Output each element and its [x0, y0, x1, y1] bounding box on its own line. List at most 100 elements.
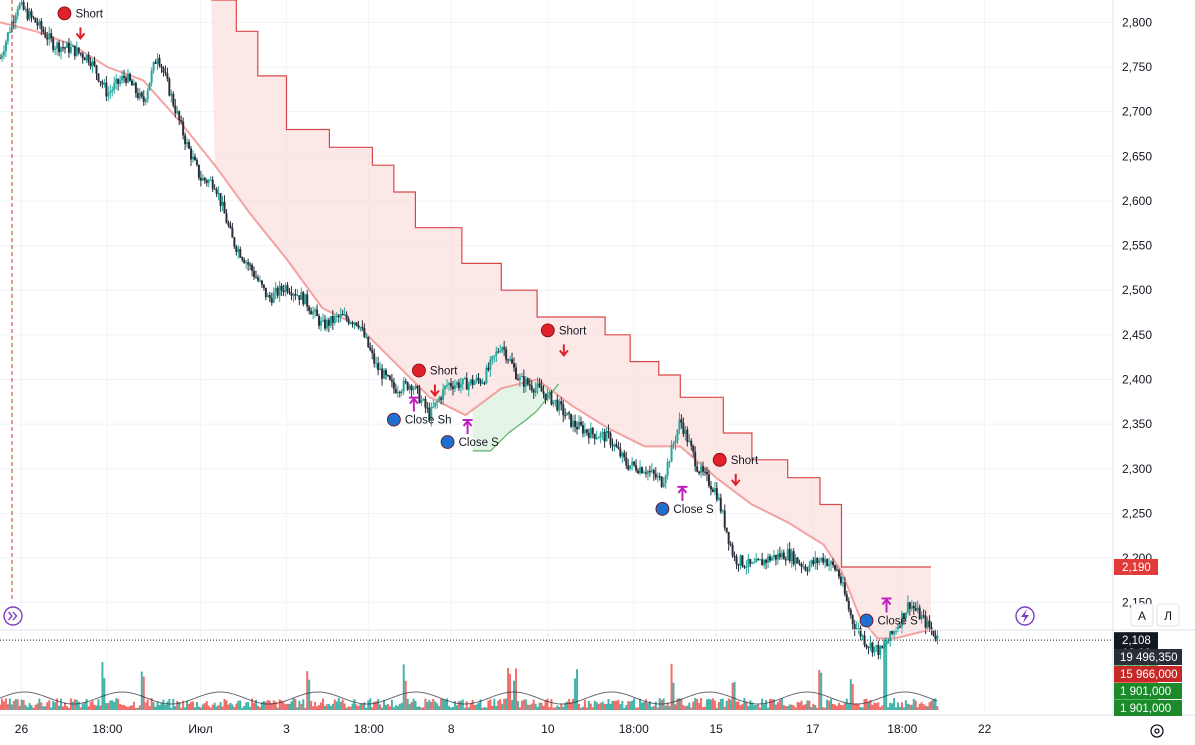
volume-bar — [692, 701, 695, 710]
volume-bar — [520, 700, 523, 710]
volume-bar — [111, 700, 114, 710]
volume-bar — [560, 703, 563, 710]
candle — [207, 180, 210, 183]
candle — [231, 227, 234, 238]
candle — [331, 315, 334, 323]
short-signal-label: Short — [559, 325, 587, 337]
volume-bar — [564, 702, 567, 710]
candle — [138, 92, 141, 98]
volume-bar — [457, 701, 460, 710]
candle — [851, 615, 854, 625]
volume-bar — [686, 705, 689, 710]
candle — [808, 565, 811, 571]
volume-bar — [855, 703, 858, 710]
volume-bar — [390, 699, 393, 710]
lightning-icon[interactable] — [1015, 606, 1035, 626]
volume-bar — [383, 699, 386, 710]
candle — [461, 378, 464, 385]
volume-bar — [115, 698, 118, 710]
close-signal-marker — [655, 502, 670, 516]
candle — [562, 404, 565, 416]
candle — [499, 350, 502, 352]
candles — [0, 0, 939, 660]
candle — [572, 420, 575, 427]
candle — [832, 561, 835, 566]
candle — [530, 385, 533, 391]
volume-bar — [711, 698, 714, 710]
candle — [107, 92, 110, 97]
volume-bar — [379, 704, 382, 710]
volume-bar — [119, 703, 122, 710]
candle — [877, 645, 880, 655]
candle — [184, 135, 187, 145]
candle — [329, 315, 332, 326]
candle — [146, 90, 149, 100]
candle — [887, 640, 890, 644]
candle — [715, 488, 718, 500]
volume-bar — [18, 705, 21, 710]
double-chevron-right-icon[interactable] — [3, 606, 23, 626]
candle — [276, 287, 279, 296]
candle — [115, 78, 118, 84]
volume-bar — [406, 698, 409, 710]
volume-bar — [444, 700, 447, 710]
volume-bar — [861, 707, 864, 710]
candle — [418, 388, 421, 403]
time-tick-label: 18:00 — [354, 722, 384, 736]
candle — [493, 355, 496, 357]
volume-bar — [294, 698, 297, 710]
candle — [58, 42, 61, 53]
candle — [477, 377, 480, 381]
volume-bar — [140, 671, 143, 710]
volume-bar — [349, 706, 352, 710]
candle — [792, 551, 795, 565]
volume-bar — [32, 707, 35, 710]
candle — [117, 78, 120, 84]
volume-bar — [414, 700, 417, 710]
candle — [345, 314, 348, 319]
price-axis[interactable]: 2,800 2,750 2,700 2,650 2,600 2,550 2,500 2,450… — [1122, 15, 1152, 609]
log-scale-button[interactable]: Л — [1156, 603, 1180, 627]
volume-bar — [42, 706, 45, 710]
candle — [237, 248, 240, 252]
candle — [495, 351, 498, 356]
volume-bar — [847, 703, 850, 710]
candle — [229, 225, 232, 228]
candle — [513, 363, 516, 368]
time-tick-label: 17 — [806, 722, 820, 736]
volume-bar — [436, 703, 439, 710]
volume-bar — [704, 706, 707, 710]
volume-bar — [12, 701, 15, 710]
candle — [707, 474, 710, 487]
volume-bar — [648, 701, 651, 710]
auto-scale-button[interactable]: A — [1130, 603, 1154, 627]
candle — [81, 53, 84, 59]
candle — [188, 142, 191, 149]
volume-bar — [601, 701, 604, 710]
time-axis[interactable]: 26 18:00 Июл 3 18:00 8 10 18:00 15 17 18:00 22 — [15, 722, 992, 736]
candle — [577, 421, 580, 430]
price-tick-label: 2,300 — [1122, 462, 1152, 476]
volume-bar — [579, 707, 582, 710]
volume-bar — [646, 703, 649, 710]
volume-bar — [430, 701, 433, 710]
candle — [463, 377, 466, 379]
volume-bar — [625, 705, 628, 710]
gear-icon[interactable] — [1150, 724, 1164, 738]
candle — [566, 412, 569, 416]
candle — [857, 628, 860, 630]
candle — [191, 156, 194, 160]
candle — [125, 77, 128, 83]
volume-bar — [79, 707, 82, 710]
candle — [587, 432, 590, 439]
candle — [123, 75, 126, 78]
time-tick-label: 10 — [541, 722, 555, 736]
candle — [861, 635, 864, 637]
candle — [684, 429, 687, 435]
candle — [536, 383, 539, 388]
volume-bar — [101, 662, 104, 710]
volume-bar — [635, 707, 638, 710]
candle — [410, 385, 413, 391]
candle — [321, 319, 324, 321]
